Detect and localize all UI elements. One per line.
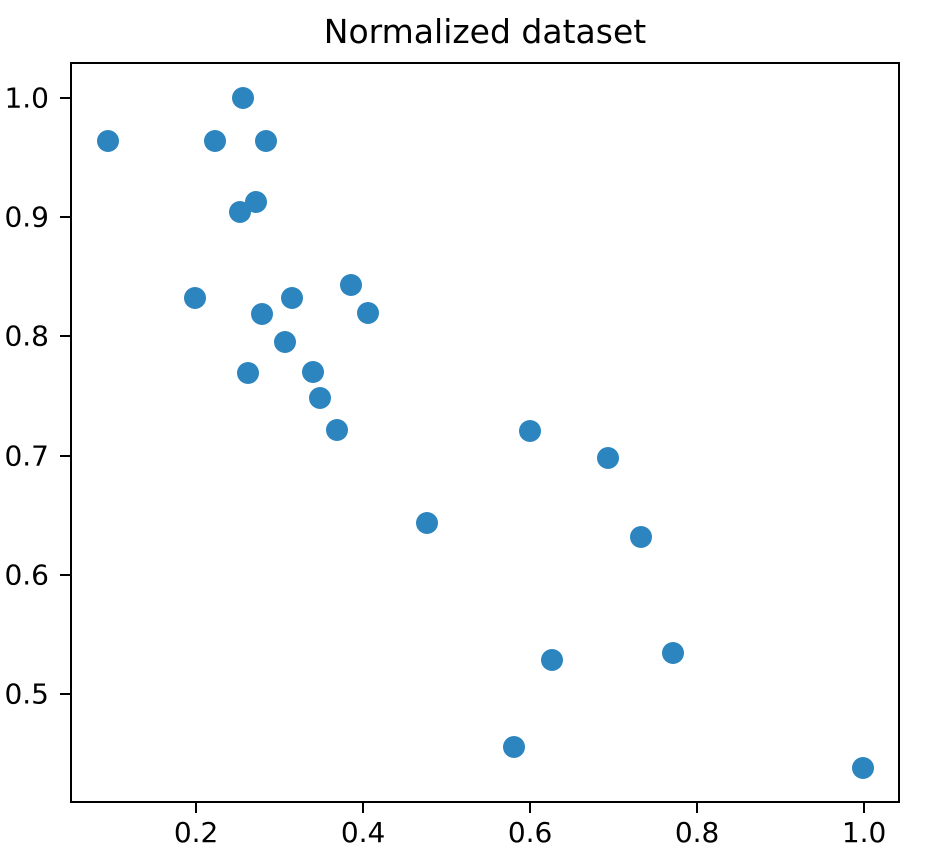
scatter-point xyxy=(326,418,349,441)
scatter-point xyxy=(229,201,252,224)
scatter-point xyxy=(503,735,526,758)
scatter-point xyxy=(255,129,278,152)
y-tick-mark xyxy=(60,454,70,457)
scatter-point xyxy=(301,361,324,384)
y-tick-label: 0.6 xyxy=(4,558,49,592)
y-tick-label: 0.7 xyxy=(4,439,49,473)
scatter-point xyxy=(236,362,259,385)
x-tick-label: 1.0 xyxy=(841,816,887,849)
scatter-point xyxy=(357,301,380,324)
scatter-point xyxy=(251,302,274,325)
scatter-point xyxy=(630,525,653,548)
x-tick-label: 0.8 xyxy=(674,816,720,849)
scatter-point xyxy=(540,648,563,671)
scatter-point xyxy=(245,190,268,213)
scatter-point xyxy=(231,86,254,109)
x-tick-mark xyxy=(195,803,198,813)
y-tick-label: 0.9 xyxy=(4,200,49,234)
scatter-point xyxy=(416,511,439,534)
scatter-point xyxy=(340,274,363,297)
x-tick-label: 0.2 xyxy=(173,816,219,849)
scatter-point xyxy=(852,757,875,780)
scatter-point xyxy=(204,129,227,152)
x-tick-mark xyxy=(863,803,866,813)
scatter-point xyxy=(308,387,331,410)
scatter-point xyxy=(97,129,120,152)
scatter-point xyxy=(184,287,207,310)
y-tick-mark xyxy=(60,335,70,338)
y-tick-mark xyxy=(60,96,70,99)
scatter-point xyxy=(519,419,542,442)
y-tick-label: 0.8 xyxy=(4,319,49,353)
x-tick-mark xyxy=(362,803,365,813)
x-tick-mark xyxy=(529,803,532,813)
y-tick-mark xyxy=(60,574,70,577)
scatter-point xyxy=(596,447,619,470)
plot-area xyxy=(70,62,900,803)
x-tick-mark xyxy=(696,803,699,813)
y-tick-label: 0.5 xyxy=(4,677,49,711)
y-tick-mark xyxy=(60,693,70,696)
y-tick-label: 1.0 xyxy=(4,81,49,115)
x-tick-label: 0.4 xyxy=(340,816,386,849)
scatter-point xyxy=(274,331,297,354)
scatter-point xyxy=(281,287,304,310)
chart-title: Normalized dataset xyxy=(323,12,647,51)
y-tick-mark xyxy=(60,216,70,219)
scatter-point xyxy=(661,641,684,664)
x-tick-label: 0.6 xyxy=(507,816,553,849)
